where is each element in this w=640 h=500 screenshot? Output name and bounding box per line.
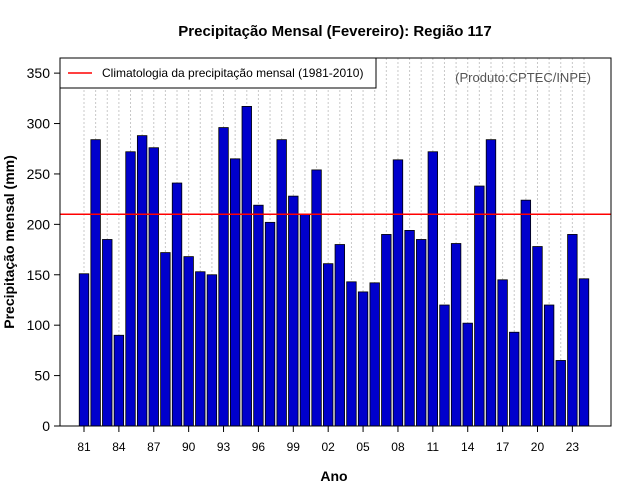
bar-2016 <box>485 139 497 427</box>
y-tick-label: 50 <box>34 368 50 384</box>
bar-1987 <box>148 147 159 427</box>
bar-1998 <box>276 139 287 427</box>
bar-2010 <box>416 239 427 427</box>
grid-lines <box>83 58 585 426</box>
bar-1996 <box>253 204 264 427</box>
x-tick-label: 14 <box>461 440 475 454</box>
bar-2002 <box>323 263 334 427</box>
x-tick-label: 17 <box>496 440 510 454</box>
bar-2024 <box>578 278 590 427</box>
bars <box>78 105 590 427</box>
y-axis: 0 50 100 150 200 250 300 350 <box>27 65 60 434</box>
y-tick-label: 0 <box>42 418 50 434</box>
y-tick-label: 150 <box>27 267 51 283</box>
x-tick-label: 08 <box>391 440 405 454</box>
bar-1988 <box>160 252 171 427</box>
y-tick-label: 300 <box>27 116 51 132</box>
bar-2022 <box>555 360 566 427</box>
bar-2018 <box>509 331 520 427</box>
chart-title: Precipitação Mensal (Fevereiro): Região … <box>178 23 491 40</box>
x-tick-label: 11 <box>427 440 440 454</box>
bar-2000 <box>299 213 311 427</box>
bar-1999 <box>288 195 299 427</box>
bar-1982 <box>90 139 101 427</box>
bar-1995 <box>241 105 252 427</box>
bar-1992 <box>206 274 218 427</box>
x-tick-label: 20 <box>531 440 545 454</box>
bar-1994 <box>229 158 241 427</box>
bar-1993 <box>218 127 229 427</box>
y-tick-label: 200 <box>27 216 51 232</box>
bar-2001 <box>311 169 322 427</box>
bar-1983 <box>102 239 113 427</box>
bar-2012 <box>439 304 450 427</box>
bar-2020 <box>532 246 543 427</box>
bar-2008 <box>392 159 404 427</box>
bar-2019 <box>520 199 532 427</box>
x-tick-label: 93 <box>217 440 231 454</box>
bar-1991 <box>195 271 206 427</box>
x-tick-label: 99 <box>287 440 301 454</box>
bar-2013 <box>450 243 462 427</box>
x-tick-label: 05 <box>356 440 370 454</box>
x-tick-label: 02 <box>322 440 336 454</box>
bar-1984 <box>113 334 125 427</box>
bar-2014 <box>462 322 473 427</box>
bar-2004 <box>346 281 357 427</box>
bar-2007 <box>381 234 392 427</box>
x-tick-label: 96 <box>252 440 266 454</box>
legend-box <box>59 57 377 89</box>
x-tick-label: 23 <box>566 440 580 454</box>
legend-label: Climatologia da precipitação mensal (198… <box>102 66 363 80</box>
bar-1986 <box>136 135 148 427</box>
product-credit: (Produto:CPTEC/INPE) <box>455 70 591 85</box>
bar-2015 <box>474 185 485 427</box>
bar-2006 <box>369 282 380 427</box>
x-axis-label: Ano <box>320 468 347 484</box>
bar-1990 <box>183 256 194 427</box>
x-axis: 81 84 87 90 93 96 99 02 05 08 11 14 17 20 23 <box>77 426 579 454</box>
legend: Climatologia da precipitação mensal (198… <box>59 57 377 89</box>
bar-1985 <box>125 151 136 427</box>
y-tick-label: 250 <box>27 166 51 182</box>
x-tick-label: 81 <box>77 440 91 454</box>
bar-2017 <box>497 279 508 427</box>
y-axis-label: Precipitação mensal (mm) <box>1 155 17 329</box>
x-tick-label: 87 <box>147 440 161 454</box>
bar-2023 <box>567 234 578 427</box>
x-tick-label: 90 <box>182 440 196 454</box>
bar-2011 <box>427 151 439 427</box>
bar-1989 <box>171 182 183 427</box>
bar-2005 <box>357 291 369 427</box>
bar-2003 <box>334 244 345 427</box>
bar-2021 <box>543 304 555 427</box>
x-tick-label: 84 <box>112 440 126 454</box>
bar-1997 <box>264 221 276 427</box>
y-tick-label: 100 <box>27 317 51 333</box>
bar-2009 <box>404 230 415 427</box>
bar-1981 <box>78 273 90 427</box>
y-tick-label: 350 <box>27 65 51 81</box>
